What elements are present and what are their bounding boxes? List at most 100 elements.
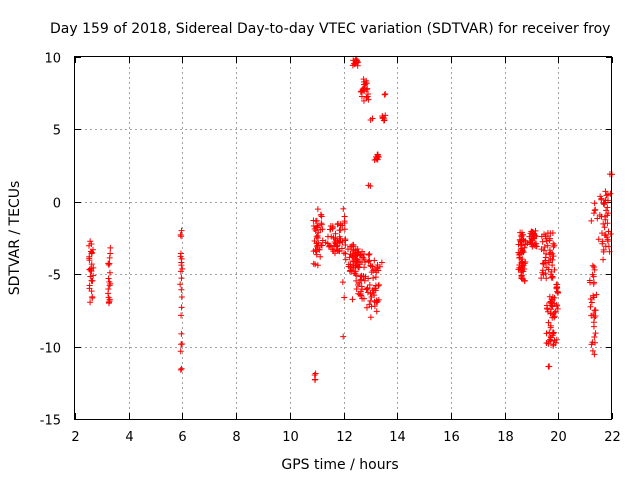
data-point — [340, 250, 347, 257]
data-point — [356, 279, 363, 286]
data-point — [356, 291, 363, 298]
data-point — [588, 217, 595, 224]
data-point — [600, 220, 607, 227]
data-point — [592, 312, 599, 319]
data-point — [363, 86, 370, 93]
data-point — [519, 245, 526, 252]
x-tick-label: 12 — [336, 430, 353, 445]
data-point — [357, 273, 364, 280]
data-point — [374, 151, 381, 158]
data-point — [554, 305, 561, 312]
data-point — [106, 296, 113, 303]
data-point — [88, 241, 95, 248]
data-point — [312, 261, 319, 268]
data-point — [313, 217, 320, 224]
data-point — [375, 281, 382, 288]
data-point — [354, 62, 361, 69]
x-tick-label: 10 — [282, 430, 299, 445]
axes: 2 4 6 8 10 12 14 16 18 20 22 -15 -10 -5 0 5 10 — [40, 52, 621, 446]
data-point — [87, 273, 94, 280]
data-point — [361, 250, 368, 257]
data-point — [607, 231, 614, 238]
data-point — [365, 96, 372, 103]
data-point — [522, 258, 529, 265]
data-point — [595, 236, 602, 243]
data-point — [349, 296, 356, 303]
data-point — [368, 303, 375, 310]
data-point — [342, 250, 349, 257]
data-point — [89, 246, 96, 253]
data-point — [381, 91, 388, 98]
data-point — [353, 286, 360, 293]
data-point — [531, 232, 538, 239]
data-point — [312, 370, 319, 377]
data-point — [604, 204, 611, 211]
data-point — [517, 245, 524, 252]
y-tick-label: -10 — [40, 342, 61, 357]
data-point — [341, 294, 348, 301]
data-point — [547, 306, 554, 313]
data-point — [589, 262, 596, 269]
data-point — [367, 297, 374, 304]
data-point — [602, 243, 609, 250]
data-point — [332, 230, 339, 237]
data-point — [177, 366, 184, 373]
data-point — [90, 272, 97, 279]
data-point — [590, 210, 597, 217]
data-point — [178, 365, 185, 372]
data-point — [533, 243, 540, 250]
data-point — [332, 239, 339, 246]
data-point — [546, 363, 553, 370]
data-point — [591, 333, 598, 340]
data-point — [88, 268, 95, 275]
data-point — [353, 272, 360, 279]
data-point — [330, 242, 337, 249]
data-point — [319, 226, 326, 233]
data-point — [592, 206, 599, 213]
data-point — [314, 262, 321, 269]
y-tick-label: -5 — [48, 269, 61, 284]
data-point — [106, 260, 113, 267]
data-point — [518, 229, 525, 236]
x-tick-label: 22 — [604, 430, 621, 445]
x-tick-label: 20 — [550, 430, 567, 445]
data-point — [518, 272, 525, 279]
data-point — [356, 261, 363, 268]
grid — [75, 57, 612, 419]
data-point — [336, 248, 343, 255]
data-point — [590, 323, 597, 330]
data-point — [86, 282, 93, 289]
data-point — [105, 275, 112, 282]
data-point — [87, 238, 94, 245]
data-point — [372, 266, 379, 273]
data-point — [318, 211, 325, 218]
data-point — [177, 231, 184, 238]
data-point — [178, 304, 185, 311]
data-point — [350, 248, 357, 255]
data-point — [529, 237, 536, 244]
data-point — [549, 256, 556, 263]
data-point — [378, 259, 385, 266]
data-point — [590, 292, 597, 299]
data-point — [372, 274, 379, 281]
data-point — [591, 351, 598, 358]
data-point — [381, 115, 388, 122]
data-point — [530, 231, 537, 238]
data-point — [178, 330, 185, 337]
x-tick-label: 18 — [497, 430, 514, 445]
data-point — [358, 93, 365, 100]
data-point — [107, 244, 114, 251]
y-axis-title: SDTVAR / TECUs — [7, 181, 23, 296]
data-point — [357, 288, 364, 295]
y-tick-label: 0 — [53, 197, 61, 212]
data-point — [86, 253, 93, 260]
data-point — [374, 156, 381, 163]
data-point — [591, 266, 598, 273]
data-point — [330, 234, 337, 241]
data-point — [313, 224, 320, 231]
data-point — [551, 242, 558, 249]
data-point — [603, 207, 610, 214]
data-point — [178, 227, 185, 234]
data-point — [520, 268, 527, 275]
